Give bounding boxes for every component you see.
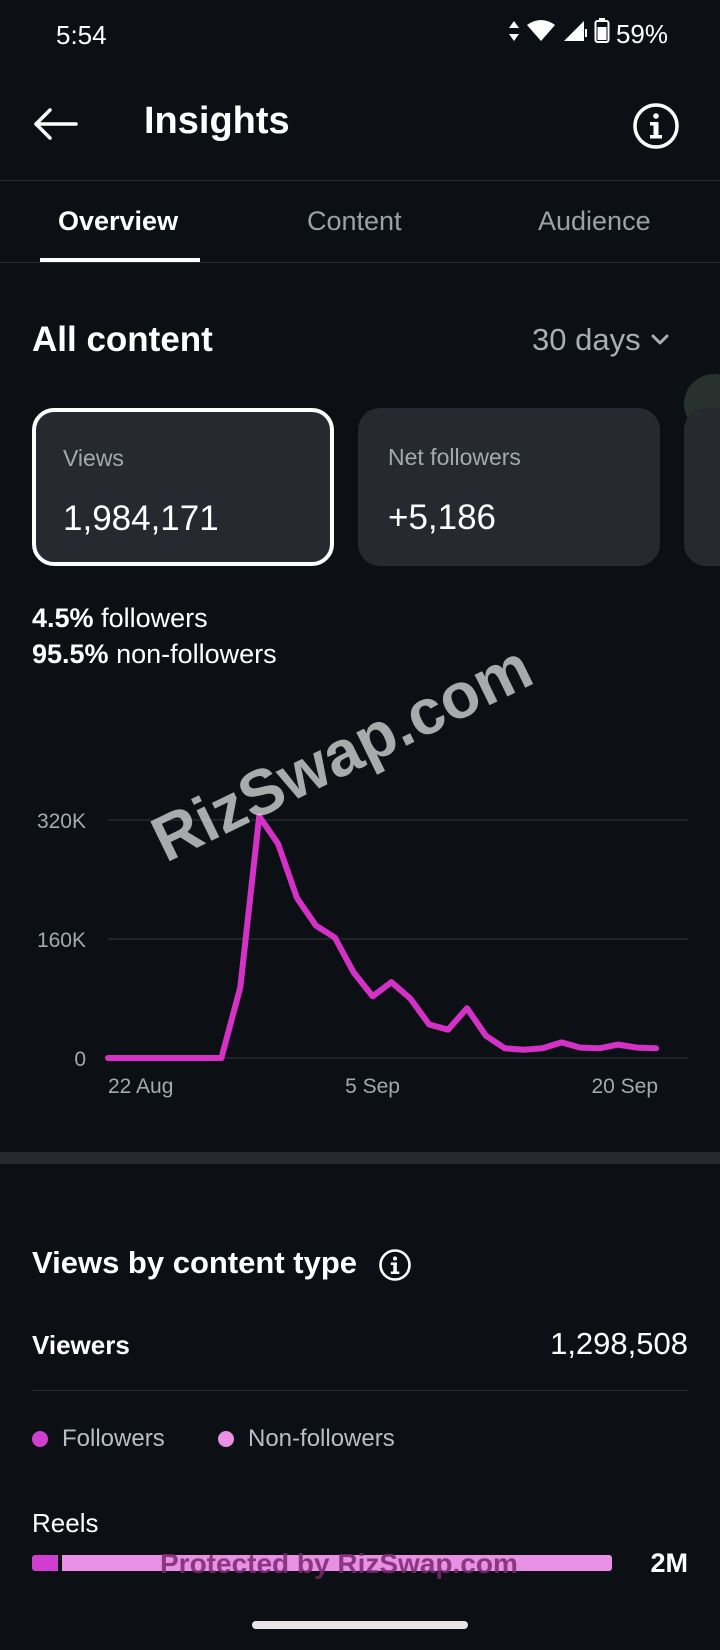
content-type-info-button[interactable] xyxy=(378,1248,412,1282)
page-title: Insights xyxy=(144,100,290,142)
section-divider xyxy=(0,1152,720,1164)
net-followers-card[interactable]: Net followers +5,186 xyxy=(358,408,660,566)
views-series-line xyxy=(105,813,659,1061)
viewers-value: 1,298,508 xyxy=(550,1326,688,1361)
legend-followers-label: Followers xyxy=(62,1425,165,1452)
tab-audience[interactable]: Audience xyxy=(538,206,651,236)
legend-followers: Followers xyxy=(32,1425,165,1453)
tab-content[interactable]: Content xyxy=(307,206,402,236)
views-card[interactable]: Views 1,984,171 xyxy=(32,408,334,566)
active-tab-indicator xyxy=(40,258,200,262)
section-title: All content xyxy=(32,320,213,359)
legend-nonfollowers-label: Non-followers xyxy=(248,1425,395,1452)
tabs-divider xyxy=(0,262,720,263)
status-bar: 5:54 59% xyxy=(0,0,720,72)
reels-nonfollowers-segment xyxy=(62,1555,612,1571)
x-tick-label: 22 Aug xyxy=(108,1075,173,1098)
footer-watermark: Protected by RizSwap.com xyxy=(160,1548,518,1579)
next-metric-card[interactable] xyxy=(684,408,720,566)
back-button[interactable] xyxy=(30,100,82,148)
home-indicator[interactable] xyxy=(252,1621,468,1629)
chevron-down-icon xyxy=(651,334,669,345)
views-value: 1,984,171 xyxy=(63,499,219,538)
views-line-chart[interactable]: 0 160K 320K 22 Aug 5 Sep 20 Sep xyxy=(20,700,720,1100)
followers-percent: 4.5% xyxy=(32,603,94,633)
nonfollowers-label: non-followers xyxy=(116,639,277,669)
content-type-title: Views by content type xyxy=(32,1245,358,1280)
status-icons: 59% xyxy=(508,18,668,51)
status-time: 5:54 xyxy=(56,20,107,50)
y-tick-label: 160K xyxy=(37,929,86,952)
y-tick-label: 0 xyxy=(74,1048,86,1071)
signal-icon xyxy=(562,19,588,50)
nonfollowers-percent: 95.5% xyxy=(32,639,109,669)
net-followers-label: Net followers xyxy=(388,444,521,470)
wifi-icon xyxy=(526,19,556,50)
x-tick-label: 20 Sep xyxy=(591,1075,658,1098)
nonfollowers-dot-icon xyxy=(218,1431,234,1447)
data-arrows-icon xyxy=(508,19,520,50)
reels-value: 2M xyxy=(650,1548,688,1578)
viewers-label: Viewers xyxy=(32,1330,130,1360)
battery-icon xyxy=(594,18,610,51)
legend-nonfollowers: Non-followers xyxy=(218,1425,395,1453)
followers-dot-icon xyxy=(32,1431,48,1447)
x-tick-label: 5 Sep xyxy=(345,1075,400,1098)
y-tick-label: 320K xyxy=(37,810,86,833)
audience-breakdown: 4.5% followers 95.5% non-followers xyxy=(32,600,277,672)
info-button[interactable] xyxy=(632,102,680,150)
views-label: Views xyxy=(63,445,124,471)
followers-label: followers xyxy=(101,603,208,633)
arrow-left-icon xyxy=(34,108,78,140)
reels-label: Reels xyxy=(32,1508,99,1538)
info-icon xyxy=(379,1249,411,1281)
net-followers-value: +5,186 xyxy=(388,498,497,537)
battery-percent: 59% xyxy=(615,19,668,49)
info-icon xyxy=(633,103,679,149)
date-range-dropdown[interactable]: 30 days xyxy=(532,322,671,358)
date-range-label: 30 days xyxy=(532,322,641,357)
reels-bar[interactable] xyxy=(32,1555,612,1571)
tab-overview[interactable]: Overview xyxy=(58,206,179,236)
reels-followers-segment xyxy=(32,1555,59,1571)
viewers-divider xyxy=(32,1390,688,1391)
header-divider xyxy=(0,180,720,181)
